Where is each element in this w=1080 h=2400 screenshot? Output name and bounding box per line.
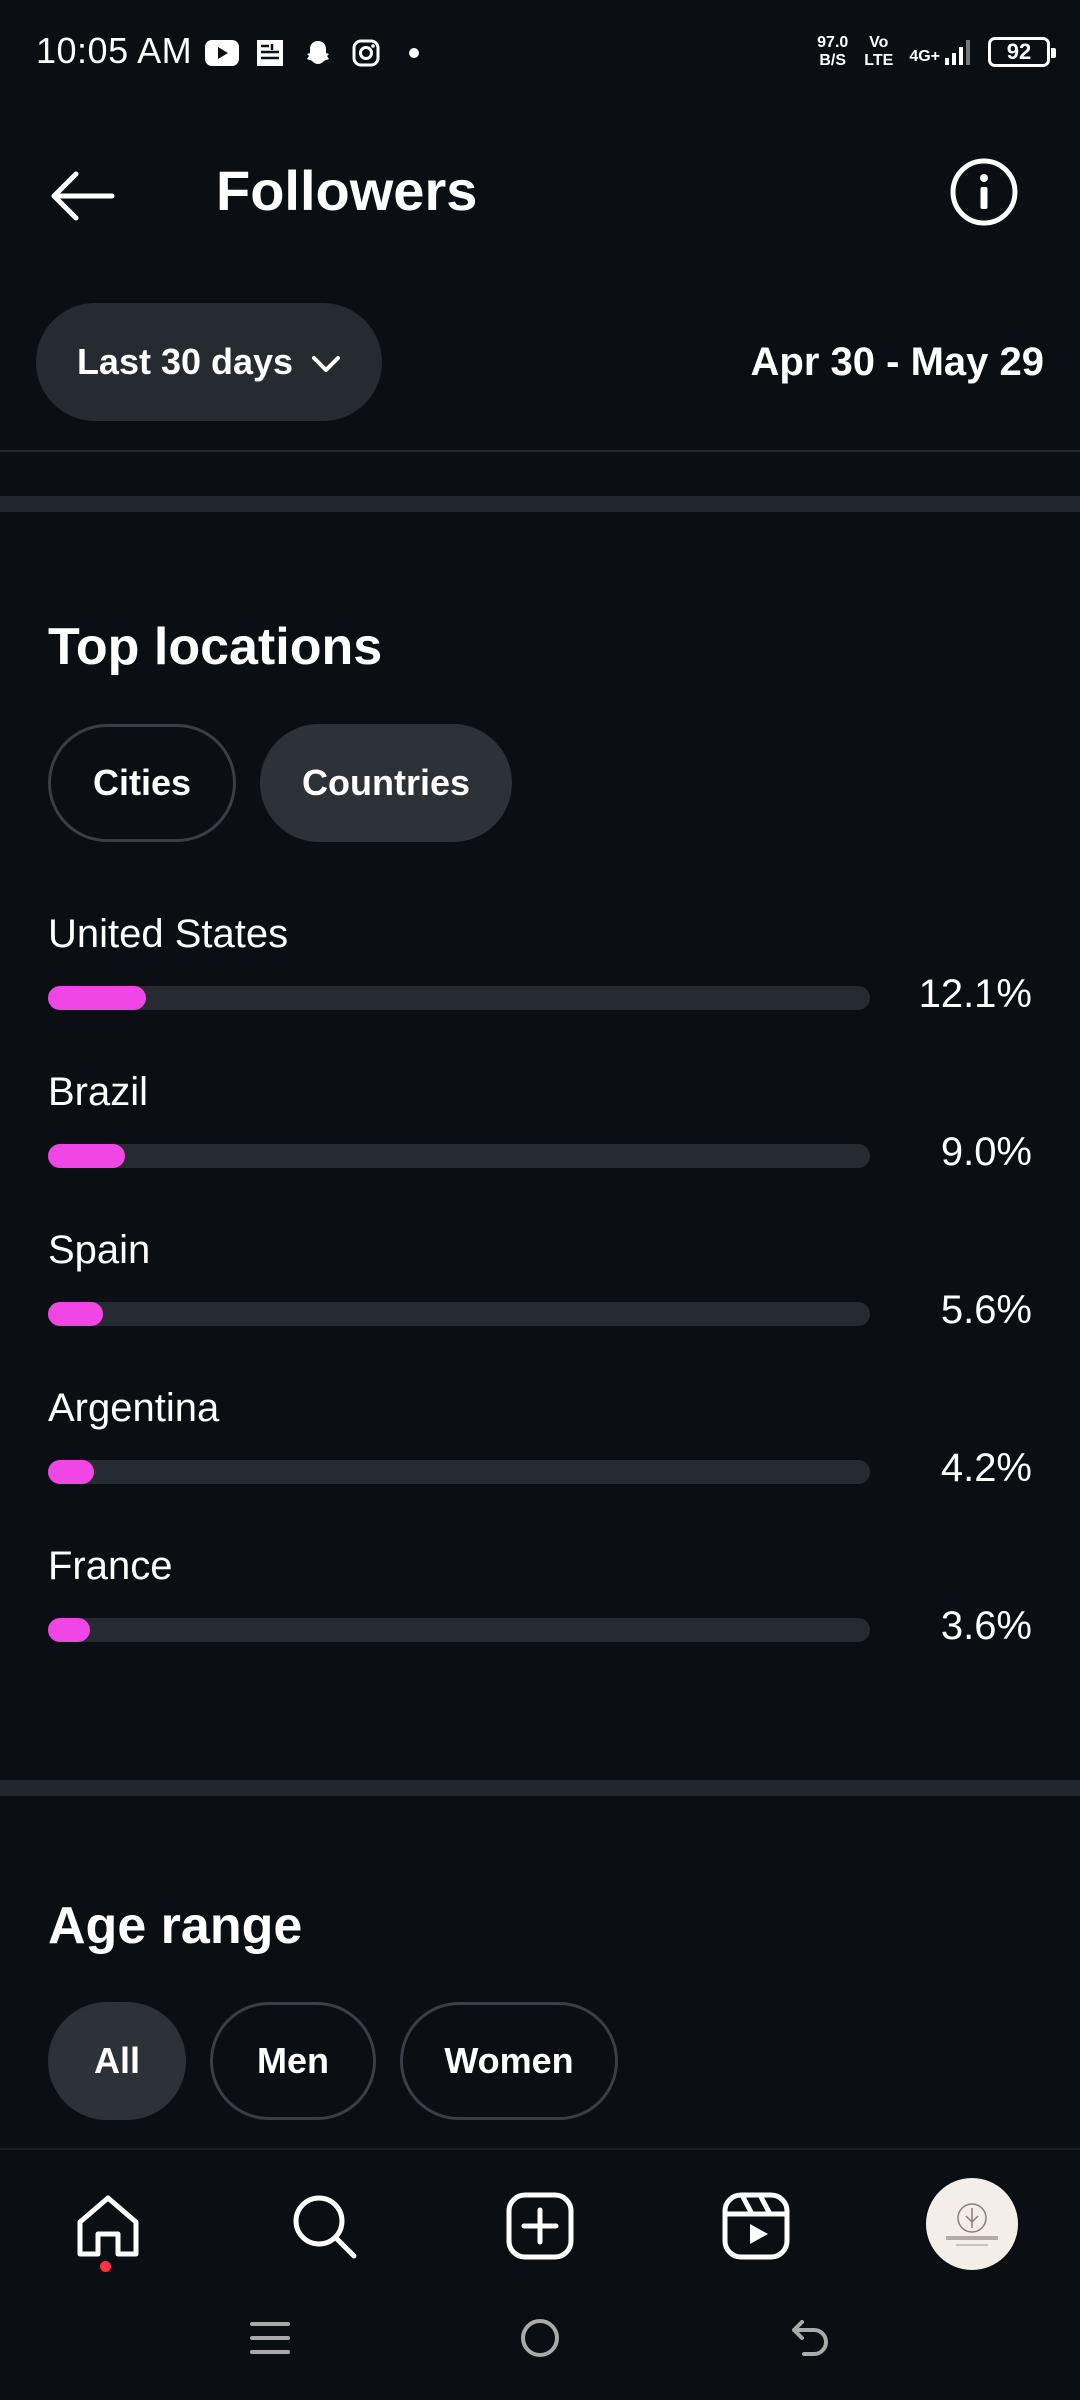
section-divider <box>0 496 1080 512</box>
date-range-label: Last 30 days <box>76 341 294 382</box>
home-button-icon[interactable] <box>518 2316 562 2365</box>
chip-all[interactable]: All <box>48 2002 186 2120</box>
system-status: 97.0 B/S Vo LTE 4G+ 92 <box>817 34 1056 70</box>
location-bar-fill <box>48 1302 103 1326</box>
status-time: 10:05 AM <box>36 30 193 71</box>
location-bar-fill <box>48 1144 126 1168</box>
instagram-icon <box>349 36 383 70</box>
snapchat-icon <box>301 36 335 70</box>
location-name: Spain <box>48 1228 151 1272</box>
location-bar-track <box>48 1144 870 1168</box>
profile-avatar[interactable] <box>926 2178 1018 2270</box>
back-button-icon[interactable] <box>788 2316 832 2365</box>
age-range-title: Age range <box>48 1897 303 1955</box>
location-bar-track <box>48 1460 870 1484</box>
location-bar-fill <box>48 1460 94 1484</box>
location-name: United States <box>48 912 289 956</box>
home-icon[interactable] <box>68 2186 148 2266</box>
location-bar-track <box>48 1618 870 1642</box>
network-speed: 97.0 B/S <box>817 34 849 69</box>
youtube-icon <box>205 36 239 70</box>
chip-countries[interactable]: Countries <box>260 724 512 842</box>
date-range-dropdown[interactable]: Last 30 days <box>36 303 382 421</box>
location-bar-track <box>48 1302 870 1326</box>
location-percent: 9.0% <box>940 1130 1032 1174</box>
battery-icon: 92 <box>988 37 1056 67</box>
location-percent: 4.2% <box>940 1446 1032 1490</box>
more-notifications-dot-icon <box>397 36 431 70</box>
divider <box>0 450 1080 452</box>
search-icon[interactable] <box>284 2186 364 2266</box>
notification-icons <box>205 36 431 70</box>
location-percent: 5.6% <box>940 1288 1032 1332</box>
location-name: Brazil <box>48 1070 149 1114</box>
reels-icon[interactable] <box>716 2186 796 2266</box>
news-icon <box>253 36 287 70</box>
volte-indicator: Vo LTE <box>864 34 894 69</box>
top-locations-title: Top locations <box>48 618 383 676</box>
location-bar-fill <box>48 986 146 1010</box>
location-percent: 3.6% <box>940 1604 1032 1648</box>
location-name: France <box>48 1544 173 1588</box>
chip-women[interactable]: Women <box>400 2002 618 2120</box>
system-navigation <box>0 2284 1080 2400</box>
recent-apps-icon[interactable] <box>248 2316 292 2365</box>
signal-icon: 4G+ <box>909 38 972 66</box>
section-divider <box>0 1780 1080 1796</box>
chip-men[interactable]: Men <box>210 2002 376 2120</box>
create-icon[interactable] <box>500 2186 580 2266</box>
location-name: Argentina <box>48 1386 220 1430</box>
location-bar-fill <box>48 1618 90 1642</box>
chip-cities[interactable]: Cities <box>48 724 236 842</box>
back-arrow-icon[interactable] <box>46 160 118 232</box>
location-bar-track <box>48 986 870 1010</box>
location-percent: 12.1% <box>918 972 1032 1016</box>
page-title: Followers <box>216 159 478 222</box>
chevron-down-icon <box>311 341 341 383</box>
notification-dot <box>100 2261 111 2272</box>
info-icon[interactable] <box>948 156 1020 228</box>
date-range-text: Apr 30 - May 29 <box>750 340 1044 384</box>
bottom-navigation <box>0 2148 1080 2286</box>
